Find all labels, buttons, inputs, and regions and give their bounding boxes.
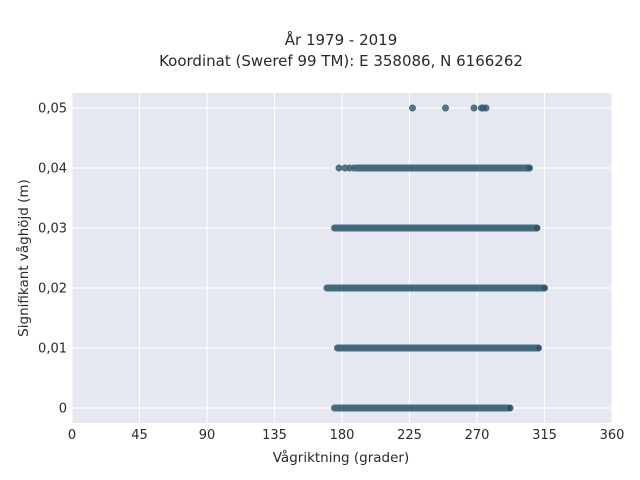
data-point xyxy=(533,224,541,232)
y-tick-label: 0,02 xyxy=(38,282,67,297)
x-tick-label: 135 xyxy=(262,428,287,443)
x-axis-label: Vågriktning (grader) xyxy=(273,449,410,466)
y-tick-label: 0,05 xyxy=(38,102,67,117)
y-tick-label: 0,04 xyxy=(38,162,67,177)
y-tick-labels: 0 0,01 0,02 0,03 0,04 0,05 xyxy=(38,102,67,417)
data-point xyxy=(534,344,542,352)
x-tick-label: 225 xyxy=(397,428,422,443)
chart-title-line-1: År 1979 - 2019 xyxy=(285,30,398,49)
x-tick-label: 270 xyxy=(465,428,490,443)
x-tick-label: 45 xyxy=(131,428,148,443)
data-points xyxy=(323,104,548,412)
x-tick-label: 360 xyxy=(600,428,625,443)
data-point xyxy=(408,104,416,112)
x-tick-label: 180 xyxy=(330,428,355,443)
y-tick-label: 0,03 xyxy=(38,222,67,237)
x-tick-label: 0 xyxy=(68,428,76,443)
y-axis-label: Signifikant våghöjd (m) xyxy=(15,179,32,337)
x-tick-label: 90 xyxy=(199,428,216,443)
data-point xyxy=(470,104,478,112)
data-point xyxy=(441,104,449,112)
y-tick-label: 0,01 xyxy=(38,342,67,357)
x-tick-label: 315 xyxy=(532,428,557,443)
y-tick-label: 0 xyxy=(59,402,67,417)
data-point xyxy=(540,284,548,292)
data-point xyxy=(335,164,343,172)
data-point xyxy=(506,404,514,412)
data-point xyxy=(525,164,533,172)
data-point xyxy=(482,104,490,112)
chart-title-line-2: Koordinat (Sweref 99 TM): E 358086, N 61… xyxy=(159,52,523,70)
x-tick-labels: 0 45 90 135 180 225 270 315 360 xyxy=(68,428,625,443)
